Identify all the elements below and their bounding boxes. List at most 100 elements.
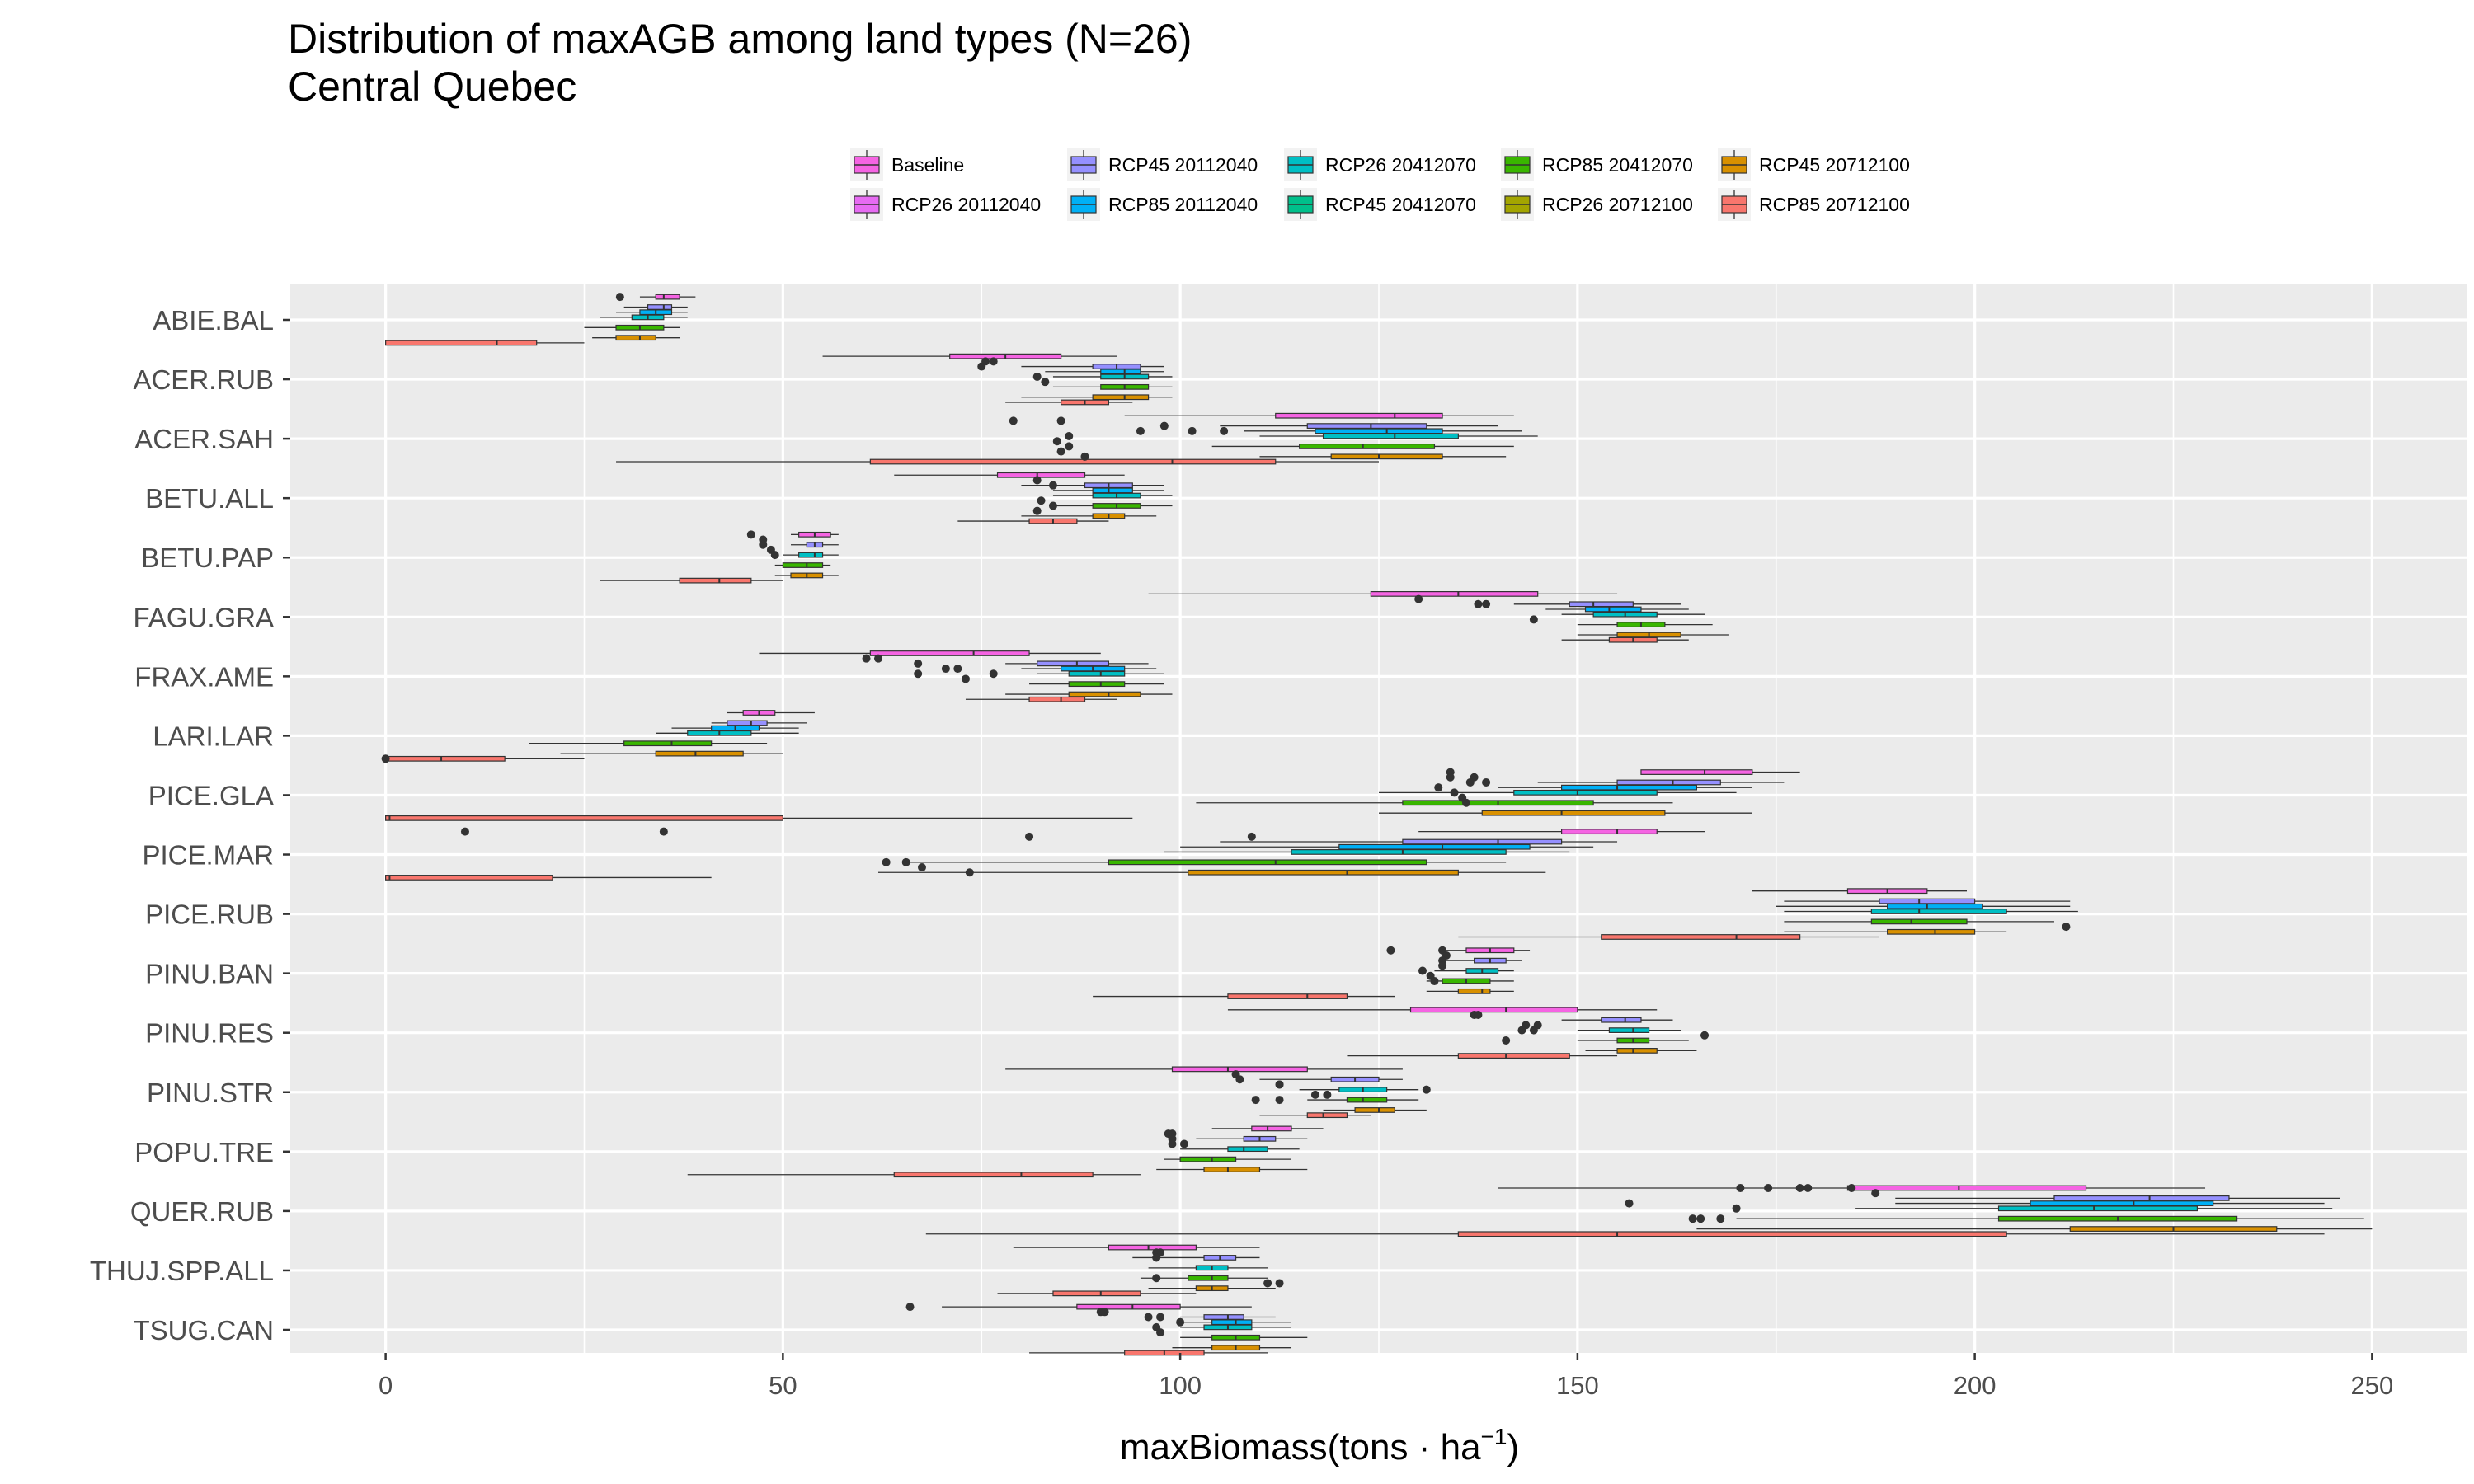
- box-rcp85-20412070: [1426, 978, 1514, 984]
- x-tick-label: 100: [1159, 1371, 1202, 1400]
- box-rcp85-20712100: [616, 458, 1379, 465]
- outlier-point: [1220, 426, 1229, 435]
- y-tick-label: LARI.LAR: [153, 721, 274, 751]
- outlier-point: [1156, 1313, 1165, 1322]
- box-rcp85-20412070: [1164, 1156, 1292, 1162]
- box-rcp26-20412070: [1561, 611, 1705, 618]
- outlier-point: [1052, 437, 1061, 446]
- outlier-point: [1764, 1183, 1773, 1192]
- outlier-point: [1700, 1031, 1710, 1040]
- box-rcp85-20712100: [385, 340, 585, 346]
- box-rcp45-20712100: [1021, 394, 1173, 401]
- box-body: [2030, 1200, 2214, 1206]
- box-rcp85-20712100: [1347, 1053, 1618, 1059]
- legend-item-rcp45-20712100: RCP45 20712100: [1718, 148, 1910, 181]
- category-pinu-ban: [1093, 946, 1531, 999]
- y-tick-label: FAGU.GRA: [133, 602, 274, 632]
- outlier-point: [1056, 447, 1065, 456]
- outlier-point: [873, 654, 882, 663]
- box-rcp26-20412070: [1379, 789, 1737, 796]
- box-body: [1092, 487, 1133, 494]
- box-rcp45-20112040: [1220, 838, 1618, 845]
- box-body: [1203, 1167, 1261, 1172]
- box-rcp45-20712100: [1156, 1167, 1308, 1172]
- box-rcp85-20412070: [1029, 681, 1164, 688]
- category-betu-all: [894, 472, 1173, 524]
- outlier-point: [1156, 1328, 1165, 1337]
- box-rcp45-20112040: [623, 304, 688, 310]
- box-rcp45-20112040: [1561, 1017, 1673, 1023]
- y-tick-label: PICE.RUB: [145, 899, 274, 930]
- box-body: [1561, 784, 1698, 791]
- box-rcp85-20112040: [1021, 665, 1157, 672]
- box-rcp85-20712100: [997, 1290, 1197, 1297]
- box-baseline: [1211, 1125, 1324, 1132]
- box-body: [1315, 428, 1443, 434]
- outlier-point: [1176, 1317, 1185, 1327]
- box-rcp85-20112040: [616, 309, 688, 316]
- box-rcp85-20112040: [1545, 606, 1689, 613]
- outlier-point: [759, 540, 768, 549]
- y-tick-label: FRAX.AME: [134, 661, 274, 692]
- box-rcp26-20412070: [1180, 1324, 1292, 1331]
- box-baseline: [1148, 591, 1618, 597]
- outlier-point: [1179, 1139, 1188, 1148]
- box-rcp85-20112040: [1244, 428, 1522, 434]
- outlier-point: [914, 669, 923, 679]
- outlier-point: [901, 857, 910, 866]
- box-rcp45-20712100: [560, 750, 783, 757]
- box-rcp45-20712100: [1585, 1048, 1697, 1054]
- box-body: [1068, 670, 1126, 677]
- y-tick-label: PINU.BAN: [145, 959, 274, 989]
- box-body: [1887, 903, 1983, 909]
- outlier-point: [1032, 372, 1042, 381]
- outlier-point: [1625, 1199, 1634, 1208]
- outlier-point: [1032, 476, 1042, 485]
- box-rcp45-20712100: [1577, 632, 1729, 638]
- box-rcp45-20112040: [1895, 1195, 2340, 1201]
- y-tick-label: THUJ.SPP.ALL: [90, 1256, 274, 1286]
- category-tsug-can: [905, 1303, 1308, 1356]
- box-rcp85-20712100: [925, 1231, 2325, 1237]
- outlier-point: [1847, 1183, 1856, 1192]
- outlier-point: [1144, 1313, 1153, 1322]
- box-rcp45-20112040: [1021, 364, 1164, 369]
- box-baseline: [894, 472, 1125, 478]
- outlier-point: [381, 754, 390, 763]
- box-body: [869, 458, 1277, 465]
- outlier-point: [1446, 773, 1455, 782]
- box-rcp45-20112040: [1180, 1314, 1276, 1320]
- box-rcp85-20412070: [774, 562, 831, 568]
- box-body: [385, 815, 783, 821]
- legend-item-rcp45-20112040: RCP45 20112040: [1067, 148, 1258, 181]
- outlier-point: [1032, 506, 1042, 515]
- box-rcp26-20412070: [1577, 1027, 1681, 1033]
- box-rcp85-20712100: [1458, 934, 1880, 940]
- y-tick-label: PINU.STR: [147, 1078, 274, 1108]
- box-rcp85-20412070: [1052, 503, 1173, 509]
- outlier-point: [953, 665, 962, 674]
- outlier-point: [1465, 777, 1475, 787]
- outlier-point: [1009, 416, 1018, 425]
- y-tick-label: ABIE.BAL: [153, 305, 274, 336]
- box-rcp26-20412070: [600, 314, 688, 321]
- box-baseline: [1227, 1007, 1658, 1013]
- box-body: [1203, 1314, 1244, 1320]
- outlier-point: [1430, 976, 1439, 985]
- legend-item-baseline: Baseline: [850, 148, 964, 181]
- box-body: [1028, 696, 1086, 702]
- box-rcp45-20712100: [1323, 1107, 1427, 1113]
- box-rcp26-20412070: [656, 730, 799, 736]
- box-rcp26-20412070: [1164, 849, 1570, 855]
- box-body: [623, 740, 713, 747]
- outlier-point: [659, 827, 668, 836]
- box-rcp85-20712100: [385, 815, 1133, 821]
- category-pice-gla: [385, 768, 1800, 821]
- box-rcp45-20112040: [1259, 1076, 1403, 1082]
- box-rcp85-20712100: [600, 577, 783, 584]
- chart-subtitle: Central Quebec: [288, 63, 576, 110]
- box-rcp26-20412070: [1180, 1146, 1300, 1153]
- box-rcp45-20112040: [1442, 957, 1522, 964]
- box-rcp85-20712100: [1259, 1112, 1371, 1119]
- outlier-point: [989, 669, 998, 679]
